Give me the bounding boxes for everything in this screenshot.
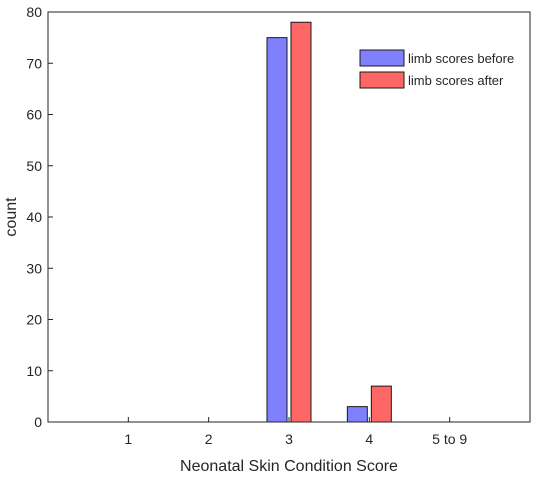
y-tick-label: 10	[26, 363, 42, 379]
legend-label-1: limb scores after	[408, 73, 504, 88]
bar-after-2	[290, 21, 312, 423]
legend-swatch-1	[359, 71, 405, 89]
y-tick-label: 70	[26, 55, 42, 71]
y-tick-label: 20	[26, 312, 42, 328]
y-axis-ticks: 0 10 20 30 40 50 60 70 80	[26, 4, 53, 430]
bar-before-3	[346, 406, 368, 423]
x-tick-label: 1	[124, 431, 132, 447]
y-tick-label: 0	[34, 414, 42, 430]
bars-layer	[266, 21, 392, 423]
x-axis-title: Neonatal Skin Condition Score	[180, 458, 398, 475]
x-tick-label: 3	[285, 431, 293, 447]
x-tick-label: 5 to 9	[432, 431, 467, 447]
y-tick-label: 40	[26, 209, 42, 225]
y-tick-label: 50	[26, 158, 42, 174]
x-tick-label: 4	[365, 431, 373, 447]
y-tick-label: 60	[26, 107, 42, 123]
plot-area-frame	[47, 11, 531, 423]
x-axis-ticks: 1 2 3 4 5 to 9	[124, 417, 467, 447]
bar-before-2	[266, 37, 288, 423]
y-tick-label: 80	[26, 4, 42, 20]
y-tick-label: 30	[26, 260, 42, 276]
bar-after-3	[370, 385, 392, 423]
x-tick-label: 2	[205, 431, 213, 447]
y-axis-title: count	[3, 197, 20, 237]
legend-label-0: limb scores before	[408, 51, 514, 66]
legend-swatch-0	[359, 49, 405, 67]
legend: limb scores before limb scores after	[359, 49, 514, 89]
